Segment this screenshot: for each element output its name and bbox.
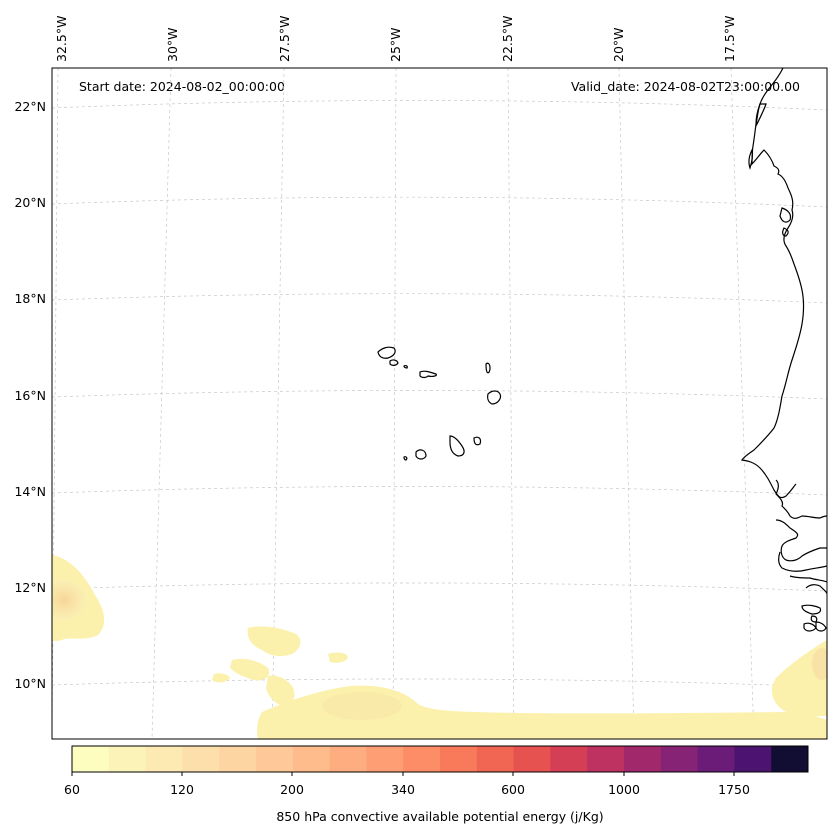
colorbar-swatch (513, 746, 551, 772)
colorbar-swatch (476, 746, 515, 772)
lat-label-22n: 22°N (14, 99, 46, 114)
colorbar-swatch (329, 746, 367, 772)
island-santiago (449, 435, 465, 457)
colorbar-tick-120: 120 (170, 782, 194, 797)
map-area (52, 68, 827, 739)
colorbar-swatch (366, 746, 404, 772)
colorbar-swatch (771, 746, 809, 772)
colorbar-tick-1750: 1750 (718, 782, 750, 797)
colorbar-swatch (108, 746, 147, 772)
colorbar-swatch (734, 746, 772, 772)
colorbar-swatch (440, 746, 478, 772)
lon-label-32-5w: 32.5°W (54, 16, 69, 62)
island-sal (485, 362, 491, 374)
parallel-gridlines (52, 100, 827, 688)
lon-label-22-5w: 22.5°W (500, 16, 515, 62)
island-fogo (415, 449, 427, 460)
island-santa-luzia (403, 365, 408, 369)
colorbar-swatch (550, 746, 588, 772)
coastline-africa (740, 68, 827, 632)
colorbar-swatch (292, 746, 331, 772)
lon-label-30w: 30°W (165, 27, 180, 62)
lon-label-17-5w: 17.5°W (722, 16, 737, 62)
island-boa-vista (487, 390, 502, 405)
colorbar-swatches (72, 746, 809, 772)
cape-verde-islands (377, 346, 502, 461)
colorbar-tick-1000: 1000 (608, 782, 640, 797)
island-sao-vicente (389, 359, 399, 366)
colorbar-swatch (145, 746, 183, 772)
lat-label-18n: 18°N (14, 291, 46, 306)
colorbar-ticks (71, 772, 735, 776)
island-santo-antao (377, 346, 396, 359)
latitude-labels: 22°N 20°N 18°N 16°N 14°N 12°N 10°N (14, 99, 46, 691)
meridian-gridlines (52, 68, 755, 739)
lon-label-20w: 20°W (611, 27, 626, 62)
colorbar-tick-60: 60 (64, 782, 80, 797)
lat-label-12n: 12°N (14, 580, 46, 595)
island-maio (473, 436, 482, 446)
colorbar-frame (71, 745, 809, 773)
colorbar-title: 850 hPa convective available potential e… (276, 809, 603, 824)
map-frame (51, 67, 828, 740)
longitude-labels: 32.5°W 30°W 27.5°W 25°W 22.5°W 20°W 17.5… (54, 16, 737, 62)
cape-field (52, 555, 827, 739)
island-brava (403, 456, 408, 461)
colorbar-swatch (624, 746, 662, 772)
start-date-label: Start date: 2024-08-02_00:00:00 (79, 79, 285, 94)
colorbar-tick-600: 600 (501, 782, 525, 797)
colorbar-swatch (256, 746, 294, 772)
colorbar-swatch (403, 746, 441, 772)
lat-label-20n: 20°N (14, 195, 46, 210)
colorbar: 60 120 200 340 600 1000 1750 850 hPa con… (64, 745, 809, 824)
lat-label-10n: 10°N (14, 676, 46, 691)
lat-label-16n: 16°N (14, 388, 46, 403)
colorbar-swatch (182, 746, 220, 772)
lon-label-27-5w: 27.5°W (277, 16, 292, 62)
valid-date-label: Valid_date: 2024-08-02T23:00:00.00 (571, 79, 800, 94)
colorbar-swatch (219, 746, 257, 772)
island-sao-nicolau (419, 370, 437, 379)
colorbar-swatch (587, 746, 625, 772)
colorbar-swatch (660, 746, 699, 772)
colorbar-tick-340: 340 (391, 782, 415, 797)
colorbar-swatch (72, 746, 110, 772)
lat-label-14n: 14°N (14, 484, 46, 499)
lon-label-25w: 25°W (388, 27, 403, 62)
colorbar-swatch (697, 746, 735, 772)
colorbar-tick-200: 200 (280, 782, 304, 797)
